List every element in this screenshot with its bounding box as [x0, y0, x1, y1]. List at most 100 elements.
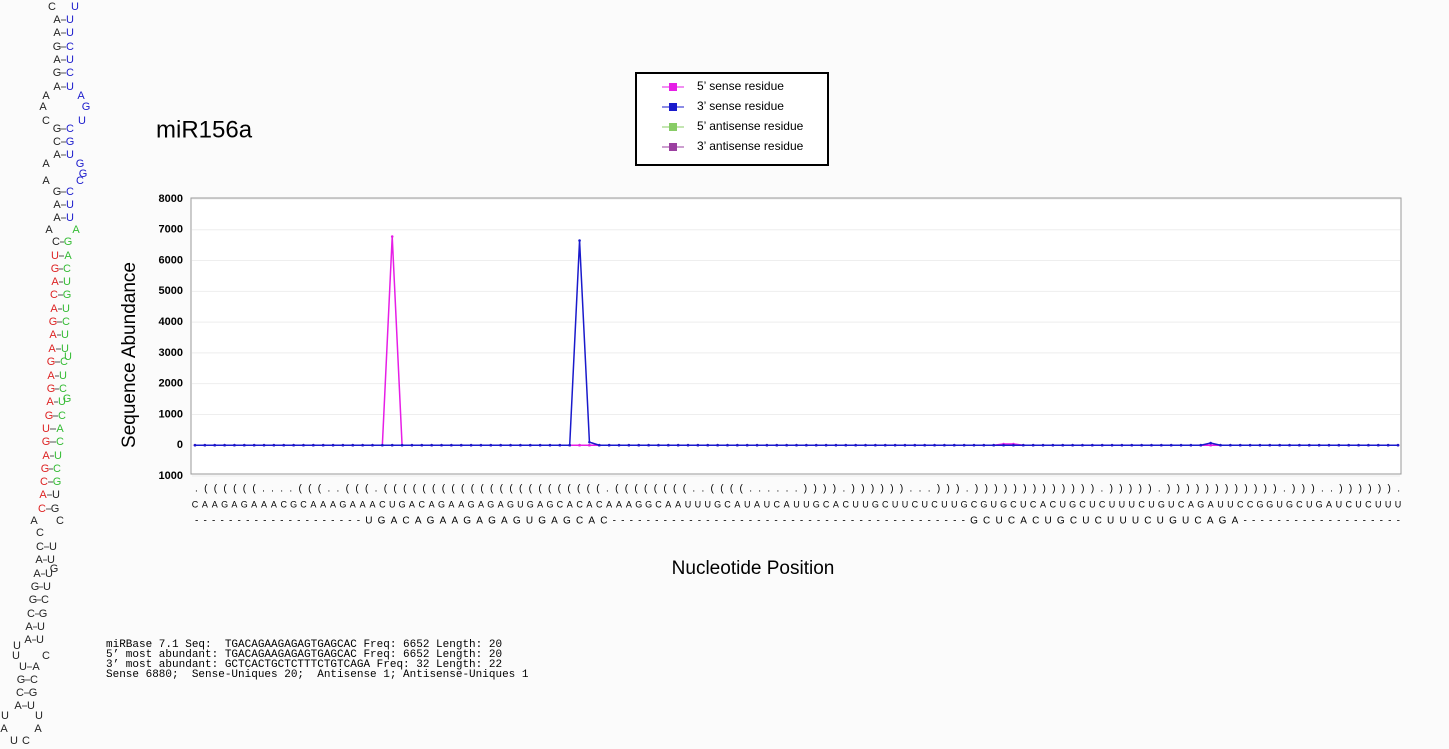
x-tick-label: C: [882, 499, 889, 509]
x-tick-label: G: [980, 499, 987, 509]
x-tick-label: C: [1345, 499, 1352, 509]
nucleotide: C: [48, 1, 56, 13]
point: [440, 443, 443, 447]
point: [617, 443, 621, 447]
info-line: 5’ most abundant: TGACAGAAGAGAGTGAGCAC F…: [106, 649, 502, 661]
x-tick-label: G: [468, 499, 475, 509]
point: [1229, 443, 1232, 447]
point: [341, 443, 345, 447]
nucleotide: A: [42, 158, 50, 170]
point: [272, 443, 276, 447]
point: [568, 443, 572, 447]
nucleotide: A: [64, 250, 72, 262]
point: [371, 443, 374, 447]
point: [952, 443, 956, 447]
nucleotide: U: [42, 423, 50, 435]
x-tick-label: C: [655, 499, 662, 509]
point: [519, 443, 522, 447]
x-tick-label: A: [1188, 499, 1194, 509]
y-tick-label: 1000: [159, 470, 183, 482]
point: [312, 443, 315, 447]
point: [558, 443, 562, 447]
nucleotide: U: [12, 650, 20, 662]
point: [361, 443, 364, 447]
x-tick-label: G: [1069, 499, 1076, 509]
nucleotide: U: [13, 640, 21, 652]
legend-label: 3’ antisense residue: [697, 139, 804, 153]
nucleotide: C: [22, 735, 30, 747]
y-tick-label: 1000: [159, 408, 183, 420]
nucleotide: A: [30, 515, 38, 527]
point: [450, 443, 453, 447]
nucleotide: C: [50, 289, 58, 301]
x-tick-label: G: [645, 499, 652, 509]
x-tick-label: C: [724, 499, 731, 509]
point: [479, 443, 483, 447]
nucleotide: A: [25, 621, 33, 633]
point: [637, 443, 641, 447]
x-tick-label: U: [803, 499, 810, 509]
x-tick-label: A: [1208, 499, 1214, 509]
point: [1002, 443, 1005, 447]
y-tick-label: 4000: [159, 316, 183, 328]
plot-area: [190, 197, 1402, 475]
nucleotide: C: [42, 650, 50, 662]
point: [647, 443, 650, 447]
x-tick-label: C: [1365, 499, 1372, 509]
nucleotide: G: [42, 436, 51, 448]
x-tick-label: U: [941, 499, 948, 509]
point: [854, 443, 857, 447]
nucleotide: C: [36, 527, 44, 539]
nucleotide: U: [49, 541, 57, 553]
point: [243, 443, 246, 447]
nucleotide: C: [66, 123, 74, 135]
nucleotide: G: [29, 594, 38, 606]
point: [1298, 443, 1301, 447]
point: [1317, 443, 1321, 447]
point: [765, 443, 769, 447]
point: [588, 440, 591, 444]
x-tick-label: C: [823, 499, 830, 509]
nucleotide: G: [49, 316, 58, 328]
x-tick-label: U: [852, 499, 859, 509]
point: [1219, 443, 1222, 447]
nucleotide: A: [24, 634, 32, 646]
point: [1179, 443, 1183, 447]
x-tick-label: C: [774, 499, 781, 509]
info-line: Sense 6880; Sense-Uniques 20; Antisense …: [106, 669, 529, 681]
nucleotide: G: [17, 674, 26, 686]
x-tick-label: A: [665, 499, 671, 509]
nucleotide: G: [53, 123, 62, 135]
x-tick-label: U: [1089, 499, 1096, 509]
nucleotide: A: [42, 175, 50, 187]
x-tick-label: C: [192, 499, 199, 509]
nucleotide: C: [16, 687, 24, 699]
y-axis-label: Sequence Abundance: [119, 262, 140, 448]
point: [499, 443, 502, 447]
point: [933, 443, 936, 447]
nucleotide: U: [54, 450, 62, 462]
point: [893, 443, 897, 447]
legend-label: 5’ sense residue: [697, 79, 784, 93]
point: [943, 443, 946, 447]
x-tick-label: G: [872, 499, 879, 509]
nucleotide: U: [64, 351, 72, 363]
x-tick-label: U: [744, 499, 751, 509]
point: [805, 443, 808, 447]
nucleotide: G: [47, 356, 56, 368]
x-tick-label: C: [557, 499, 564, 509]
nucleotide: C: [27, 608, 35, 620]
nucleotide: G: [53, 67, 62, 79]
nucleotide: U: [66, 199, 74, 211]
nucleotide: G: [53, 41, 62, 53]
nucleotide: A: [39, 101, 47, 113]
x-tick-label: A: [448, 499, 454, 509]
legend-marker: [669, 103, 677, 111]
legend-marker: [669, 123, 677, 131]
y-tick-label: 0: [177, 439, 183, 451]
point: [578, 239, 581, 242]
nucleotide: G: [51, 503, 60, 515]
x-tick-label: A: [734, 499, 740, 509]
point: [1081, 443, 1084, 447]
